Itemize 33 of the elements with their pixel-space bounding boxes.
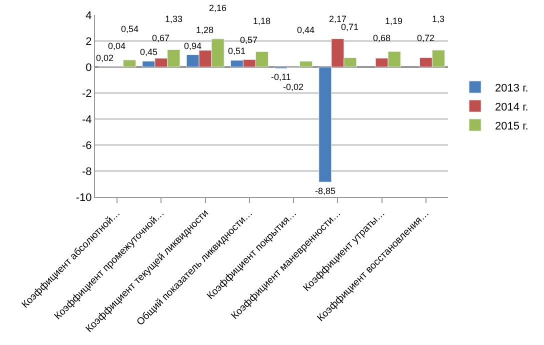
data-label: 0,68	[373, 33, 391, 43]
y-tick-label: 2	[86, 36, 92, 48]
data-label: 0,45	[140, 47, 158, 57]
data-label: 0,51	[228, 46, 246, 56]
data-label: 1,33	[165, 14, 183, 24]
y-tick-label: -8	[82, 166, 92, 178]
data-label: 0,94	[184, 41, 202, 51]
data-label: 0,72	[417, 33, 435, 43]
data-label: 0,04	[108, 41, 126, 51]
legend-label: 2014 г.	[495, 101, 528, 114]
data-label: -0,11	[271, 72, 291, 82]
data-label: 1,19	[385, 16, 403, 26]
legend-label: 2015 г.	[495, 120, 528, 132]
data-label: 0,57	[240, 35, 258, 45]
data-label: 0,44	[297, 25, 315, 35]
y-tick-label: -10	[76, 192, 92, 204]
y-tick-label: -2	[82, 88, 92, 100]
data-label: 1,28	[196, 25, 214, 35]
data-label: 2,16	[209, 3, 227, 13]
y-tick-label: -4	[82, 114, 92, 126]
data-label: 0,71	[341, 22, 359, 32]
data-label: -8,85	[315, 186, 336, 196]
data-label: 0,02	[96, 53, 114, 63]
legend-label: 2013 г.	[495, 82, 528, 94]
data-label: 1,18	[253, 16, 271, 26]
data-label: 0,67	[152, 33, 170, 43]
y-tick-label: 4	[86, 10, 92, 22]
data-label: 1,3	[432, 14, 445, 24]
y-tick-label: -6	[82, 140, 92, 152]
data-label: 2,17	[329, 14, 347, 24]
data-label: 0,54	[121, 24, 139, 34]
y-tick-label: 0	[86, 62, 92, 74]
data-label: -0,02	[283, 82, 304, 92]
